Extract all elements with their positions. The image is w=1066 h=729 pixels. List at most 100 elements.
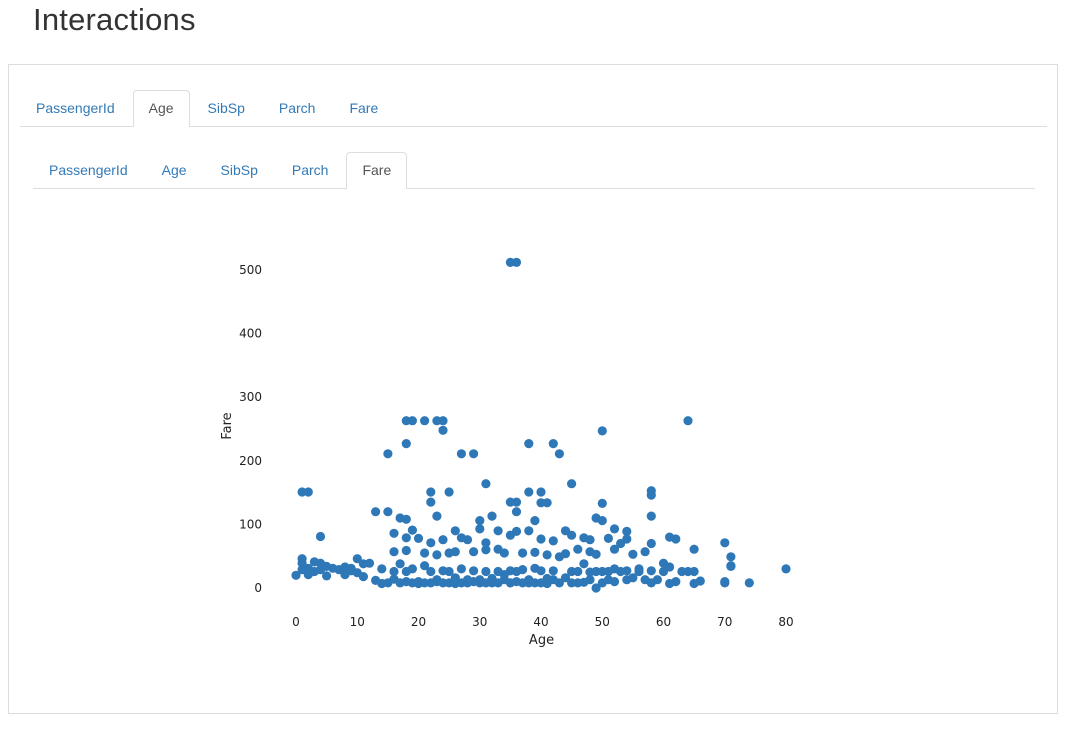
- data-point: [646, 538, 656, 549]
- data-point: [671, 577, 681, 587]
- interactions-panel: PassengerId Age SibSp Parch Fare Passeng…: [8, 64, 1058, 714]
- y-tick-label: 100: [239, 517, 262, 531]
- data-point: [364, 558, 375, 568]
- data-point: [426, 497, 436, 507]
- data-point: [591, 549, 601, 559]
- inner-tab-passengerid[interactable]: PassengerId: [49, 162, 128, 178]
- data-point: [444, 487, 454, 497]
- data-point: [536, 487, 546, 497]
- data-point: [383, 449, 393, 459]
- data-point: [518, 565, 528, 575]
- data-point: [426, 538, 436, 548]
- data-point: [652, 575, 663, 585]
- data-point: [518, 548, 528, 558]
- data-point: [401, 545, 411, 556]
- outer-tab-fare[interactable]: Fare: [349, 100, 379, 116]
- data-point: [567, 479, 577, 489]
- points-layer: [291, 257, 791, 593]
- data-point: [585, 535, 595, 545]
- data-point: [456, 564, 466, 574]
- y-tick-label: 300: [239, 390, 262, 404]
- data-point: [469, 547, 479, 557]
- x-tick-labels: 0 10 20 30 40 50 60 70 80: [292, 615, 793, 629]
- data-point: [389, 566, 399, 577]
- x-axis-label: Age: [529, 633, 554, 648]
- data-point: [407, 416, 417, 426]
- data-point: [358, 572, 368, 582]
- data-point: [554, 578, 565, 588]
- data-point: [726, 552, 736, 562]
- data-point: [462, 535, 473, 545]
- inner-tab-bar: PassengerId Age SibSp Parch Fare: [33, 152, 1035, 189]
- data-point: [456, 449, 466, 459]
- x-tick-label: 10: [350, 615, 365, 629]
- data-point: [573, 566, 583, 577]
- data-point: [511, 497, 522, 507]
- data-point: [524, 487, 534, 497]
- data-point: [567, 530, 577, 540]
- y-axis-label: Fare: [220, 412, 235, 439]
- inner-tab-age[interactable]: Age: [161, 162, 187, 178]
- data-point: [585, 575, 595, 585]
- data-point: [628, 573, 638, 583]
- data-point: [634, 564, 644, 574]
- data-point: [469, 449, 479, 459]
- y-tick-label: 400: [239, 327, 262, 341]
- data-point: [744, 578, 754, 588]
- data-point: [481, 538, 491, 548]
- data-point: [548, 439, 558, 449]
- page-title: Interactions: [33, 2, 196, 37]
- inner-tab-fare[interactable]: Fare: [346, 152, 408, 189]
- data-point: [444, 566, 454, 577]
- data-point: [560, 573, 571, 583]
- x-tick-label: 40: [533, 615, 548, 629]
- data-point: [597, 498, 607, 508]
- data-point: [695, 576, 705, 586]
- data-point: [720, 538, 730, 548]
- data-point: [603, 533, 614, 544]
- x-tick-label: 70: [717, 615, 732, 629]
- data-point: [420, 548, 430, 558]
- outer-tab-age[interactable]: Age: [132, 90, 190, 127]
- data-point: [487, 511, 497, 521]
- data-point: [720, 578, 730, 588]
- outer-tab-parch[interactable]: Parch: [278, 100, 316, 116]
- data-point: [469, 566, 479, 576]
- data-point: [389, 547, 399, 557]
- data-point: [438, 425, 448, 435]
- data-point: [481, 545, 491, 555]
- data-point: [352, 554, 362, 564]
- data-point: [475, 524, 485, 534]
- data-point: [450, 573, 460, 583]
- data-point: [665, 562, 675, 572]
- x-tick-label: 20: [411, 615, 426, 629]
- data-point: [530, 516, 540, 526]
- data-point: [524, 439, 534, 449]
- data-point: [622, 526, 632, 537]
- data-point: [481, 479, 491, 489]
- data-point: [481, 566, 491, 577]
- data-point: [407, 525, 417, 535]
- data-point: [781, 564, 791, 574]
- data-point: [579, 559, 589, 569]
- data-point: [291, 570, 301, 580]
- data-point: [322, 571, 332, 581]
- x-tick-label: 60: [656, 615, 671, 629]
- data-point: [505, 530, 515, 540]
- data-point: [420, 416, 430, 426]
- data-point: [542, 550, 552, 560]
- data-point: [622, 566, 632, 576]
- inner-tab-sibsp[interactable]: SibSp: [220, 162, 258, 178]
- inner-tab-parch[interactable]: Parch: [291, 162, 329, 178]
- data-point: [371, 507, 381, 517]
- data-point: [297, 558, 307, 568]
- data-point: [511, 257, 522, 267]
- data-point: [432, 550, 442, 560]
- data-point: [524, 526, 534, 536]
- data-point: [303, 487, 313, 497]
- outer-tab-sibsp[interactable]: SibSp: [207, 100, 245, 116]
- data-point: [609, 577, 620, 587]
- outer-tab-passengerid[interactable]: PassengerId: [36, 100, 115, 116]
